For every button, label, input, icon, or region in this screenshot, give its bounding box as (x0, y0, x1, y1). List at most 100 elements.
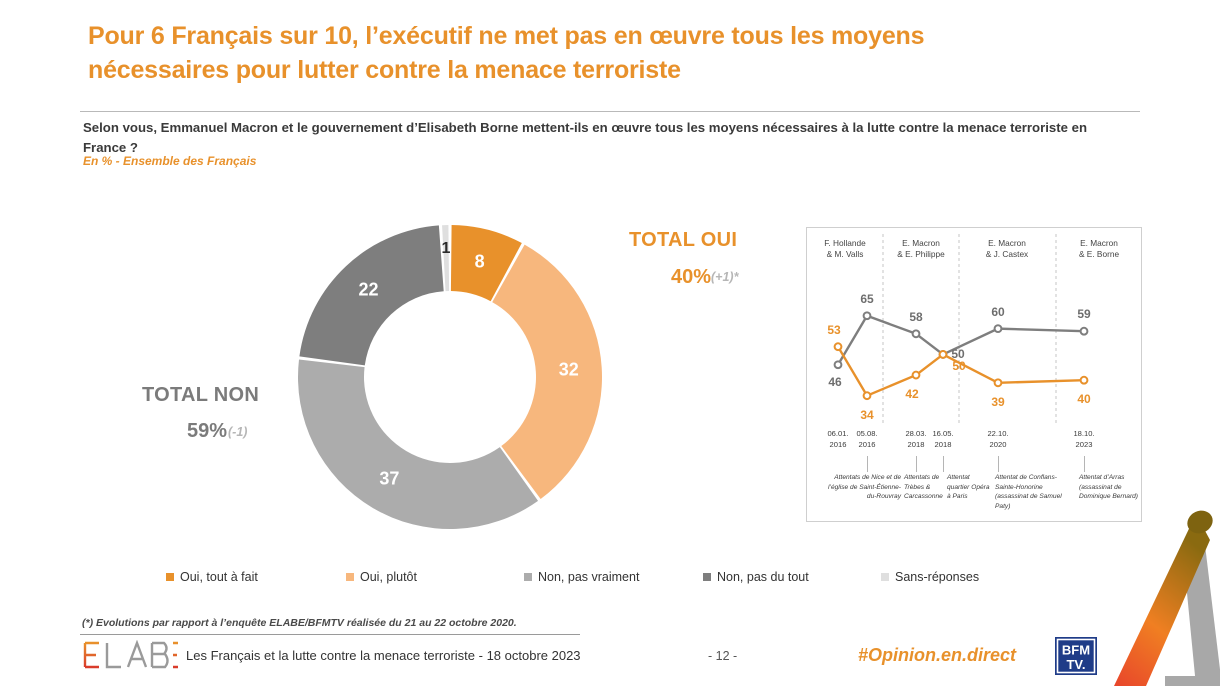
period-header: E. Macron & E. Borne (1054, 238, 1144, 260)
evolution-data-point (993, 378, 1003, 388)
evolution-series-line (836, 345, 1086, 397)
donut-segment (298, 359, 539, 529)
page-title: Pour 6 Français sur 10, l’exécutif ne me… (88, 22, 925, 84)
evolution-data-point (993, 324, 1003, 334)
evolution-point-value: 46 (828, 374, 842, 389)
evolution-data-point (1079, 375, 1089, 385)
period-header-line1: F. Hollande (824, 238, 866, 248)
event-stem (1084, 456, 1085, 472)
evolution-date-label: 05.08. 2016 (856, 428, 877, 450)
event-stem (943, 456, 944, 472)
legend-swatch-icon (703, 573, 711, 581)
date-year: 2020 (989, 440, 1007, 449)
total-oui-value: 40% (671, 266, 712, 288)
legend-swatch-icon (346, 573, 354, 581)
evolution-data-point (911, 329, 921, 339)
footnote: (*) Evolutions par rapport à l’enquête E… (82, 617, 517, 629)
corner-a-logo (1114, 510, 1220, 686)
date-day: 22.10. (987, 429, 1009, 438)
evolution-line-svg (833, 234, 1089, 424)
period-header-line1: E. Macron (988, 238, 1026, 248)
donut-segment-value: 8 (474, 251, 485, 272)
evolution-data-point (862, 391, 872, 401)
evolution-point-value: 58 (909, 309, 923, 324)
evolution-data-point (911, 370, 921, 380)
legend-label: Non, pas du tout (717, 570, 809, 584)
donut-segment (299, 225, 444, 366)
legend-label: Sans-réponses (895, 570, 980, 584)
date-year: 2016 (829, 440, 847, 449)
footer-divider (80, 634, 580, 635)
donut-segment-value: 32 (558, 359, 579, 380)
page-number: - 12 - (708, 649, 738, 663)
period-header: E. Macron & J. Castex (962, 238, 1052, 260)
event-stem (998, 456, 999, 472)
donut-segment-value: 22 (358, 279, 379, 300)
footer-study-title: Les Français et la lutte contre la menac… (186, 648, 581, 663)
evolution-date-label: 28.03. 2018 (905, 428, 926, 450)
legend-item: Sans-réponses (881, 570, 979, 584)
evolution-point-value: 50 (951, 347, 965, 362)
date-year: 2016 (858, 440, 876, 449)
evolution-point-value: 60 (991, 304, 1005, 319)
total-non-label: TOTAL NON (142, 384, 260, 406)
total-non-delta: (-1) (228, 425, 248, 439)
question-text: Selon vous, Emmanuel Macron et le gouver… (83, 120, 1088, 155)
donut-segment-value: 1 (441, 240, 451, 258)
evolution-point-value: 65 (860, 291, 874, 306)
event-annotation: Attentat de Conflans-Sainte-Honorine (as… (995, 474, 1062, 510)
evolution-date-label: 06.01. 2016 (827, 428, 848, 450)
evolution-point-value: 53 (827, 322, 841, 337)
donut-segment (442, 225, 450, 292)
date-day: 05.08. (856, 429, 878, 438)
bfmtv-logo: BFM TV. (1055, 637, 1097, 675)
legend-item: Oui, tout à fait (166, 570, 258, 584)
legend-item: Non, pas vraiment (524, 570, 639, 584)
legend-label: Oui, tout à fait (180, 570, 258, 584)
legend-swatch-icon (524, 573, 532, 581)
date-year: 2023 (1075, 440, 1093, 449)
period-header-line2: & J. Castex (985, 249, 1029, 260)
evolution-point-value: 39 (991, 394, 1005, 409)
base-note: En % - Ensemble des Français (83, 154, 257, 168)
period-header-line1: E. Macron (1080, 238, 1118, 248)
donut-segment (450, 225, 522, 302)
total-oui-label: TOTAL OUI (629, 229, 738, 251)
evolution-panel: F. Hollande & M. Valls E. Macron & E. Phili… (806, 227, 1142, 522)
legend-swatch-icon (166, 573, 174, 581)
title-divider (80, 111, 1140, 112)
total-oui-delta: (+1)* (711, 270, 739, 284)
evolution-point-value: 34 (860, 407, 874, 422)
event-annotation: Attentats de Nice et de l’église de Sain… (828, 474, 901, 501)
evolution-data-point (1079, 326, 1089, 336)
date-day: 28.03. (905, 429, 927, 438)
total-non-value: 59% (187, 420, 228, 442)
evolution-date-label: 18.10. 2023 (1073, 428, 1094, 450)
bfm-text: BFM (1062, 643, 1090, 658)
legend-swatch-icon (881, 573, 889, 581)
event-annotation: Attentat d’Arras (assassinat de Dominiqu… (1079, 474, 1139, 501)
evolution-data-point (938, 350, 948, 359)
event-stem (867, 456, 868, 472)
evolution-data-point (833, 342, 843, 352)
donut-chart: 8 32 37 22 1 (285, 212, 615, 542)
evolution-date-label: 22.10. 2020 (987, 428, 1008, 450)
evolution-data-point (862, 311, 872, 321)
hashtag-opinion-en-direct: #Opinion.en.direct (858, 645, 1017, 665)
event-stem (916, 456, 917, 472)
legend-label: Oui, plutôt (360, 570, 417, 584)
event-annotation: Attentat quartier Opéra à Paris (947, 474, 990, 501)
tv-text: TV. (1066, 657, 1085, 672)
donut-svg (298, 225, 602, 529)
evolution-data-point (833, 360, 843, 370)
period-header: F. Hollande & M. Valls (800, 238, 890, 260)
donut-segment (492, 244, 602, 500)
date-year: 2018 (907, 440, 925, 449)
date-day: 16.05. (932, 429, 954, 438)
donut-segment-value: 37 (379, 468, 400, 489)
period-header-line2: & M. Valls (826, 249, 864, 260)
date-day: 18.10. (1073, 429, 1095, 438)
event-annotation: Attentats de Trèbes & Carcassonne (904, 474, 943, 501)
period-header-line2: & E. Borne (1078, 249, 1120, 260)
